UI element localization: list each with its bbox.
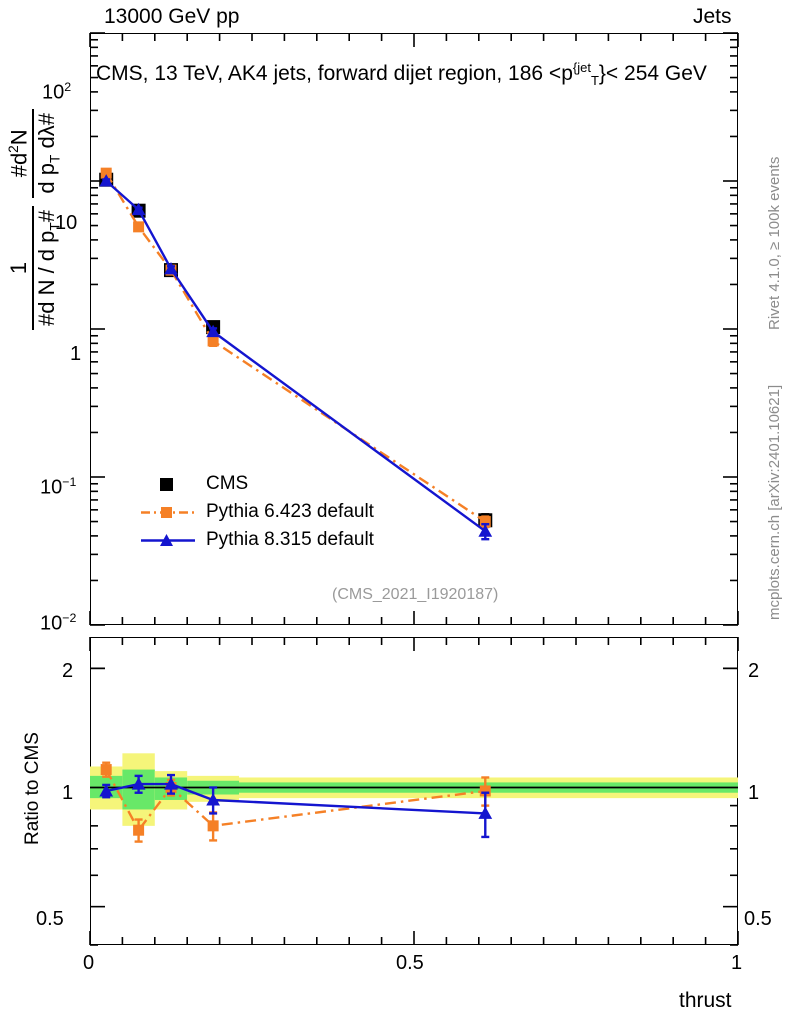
marker-square: [133, 824, 145, 836]
marker-square: [207, 820, 219, 832]
legend-label-pythia6: Pythia 6.423 default: [206, 501, 374, 522]
header-beam: 13000 GeV pp: [104, 5, 240, 28]
analysis-watermark: (CMS_2021_I1920187): [332, 586, 499, 603]
marker-triangle: [206, 324, 220, 338]
marker-square: [100, 764, 112, 776]
ratio-y-tick-label-2-left: 2: [62, 660, 74, 682]
marker-triangle: [164, 261, 178, 275]
ratio-panel-series: [99, 761, 493, 843]
marker-triangle: [131, 202, 146, 216]
legend: CMS Pythia 6.423 default Pythia 8.315 de…: [140, 470, 374, 554]
y-tick-label-0p01: 10−2: [40, 611, 77, 635]
plot-title: CMS, 13 TeV, AK4 jets, forward dijet reg…: [96, 60, 707, 89]
marker-square: [479, 516, 491, 528]
marker-square: [133, 221, 145, 233]
y-tick-label-100: 102: [42, 80, 72, 104]
legend-label-cms: CMS: [206, 473, 249, 494]
legend-marker-pythia6: [141, 507, 195, 518]
x-tick-label-0: 0: [83, 952, 95, 974]
ratio-y-tick-label-0p5-right: 0.5: [744, 908, 772, 930]
legend-entry-cms[interactable]: CMS: [140, 470, 374, 498]
legend-marker-cms: [160, 478, 173, 491]
marker-triangle: [206, 793, 220, 806]
ratio-y-tick-label-0p5-left: 0.5: [36, 908, 64, 930]
marker-triangle: [99, 174, 114, 187]
x-axis-label: thrust: [679, 989, 732, 1012]
legend-label-pythia8: Pythia 8.315 default: [206, 529, 374, 550]
legend-entry-pythia8[interactable]: Pythia 8.315 default: [140, 526, 374, 554]
marker-triangle: [131, 777, 146, 790]
series-line-pythia8: [105, 180, 487, 533]
ratio-y-tick-label-2-right: 2: [748, 660, 760, 682]
marker-triangle: [164, 777, 178, 790]
marker-triangle: [99, 784, 114, 797]
ratio-y-tick-label-1-right: 1: [748, 782, 760, 804]
main-panel-ticks: [89, 32, 739, 626]
y-tick-label-0p1: 10−1: [40, 475, 77, 499]
marker-square: [207, 335, 219, 347]
marker-square: [479, 785, 491, 797]
legend-marker-pythia8: [141, 534, 195, 546]
legend-entry-pythia6[interactable]: Pythia 6.423 default: [140, 498, 374, 526]
marker-triangle: [478, 524, 493, 537]
main-panel-series: [99, 167, 493, 541]
header-category: Jets: [693, 5, 732, 28]
y-tick-label-10: 10: [55, 212, 78, 234]
y-tick-label-1: 1: [70, 343, 82, 365]
marker-triangle: [478, 806, 493, 819]
x-tick-label-0p5: 0.5: [396, 952, 424, 974]
ratio-y-tick-label-1-left: 1: [62, 782, 74, 804]
series-line-pythia6: [105, 172, 486, 523]
x-tick-label-1: 1: [731, 952, 743, 974]
marker-square: [100, 167, 112, 179]
